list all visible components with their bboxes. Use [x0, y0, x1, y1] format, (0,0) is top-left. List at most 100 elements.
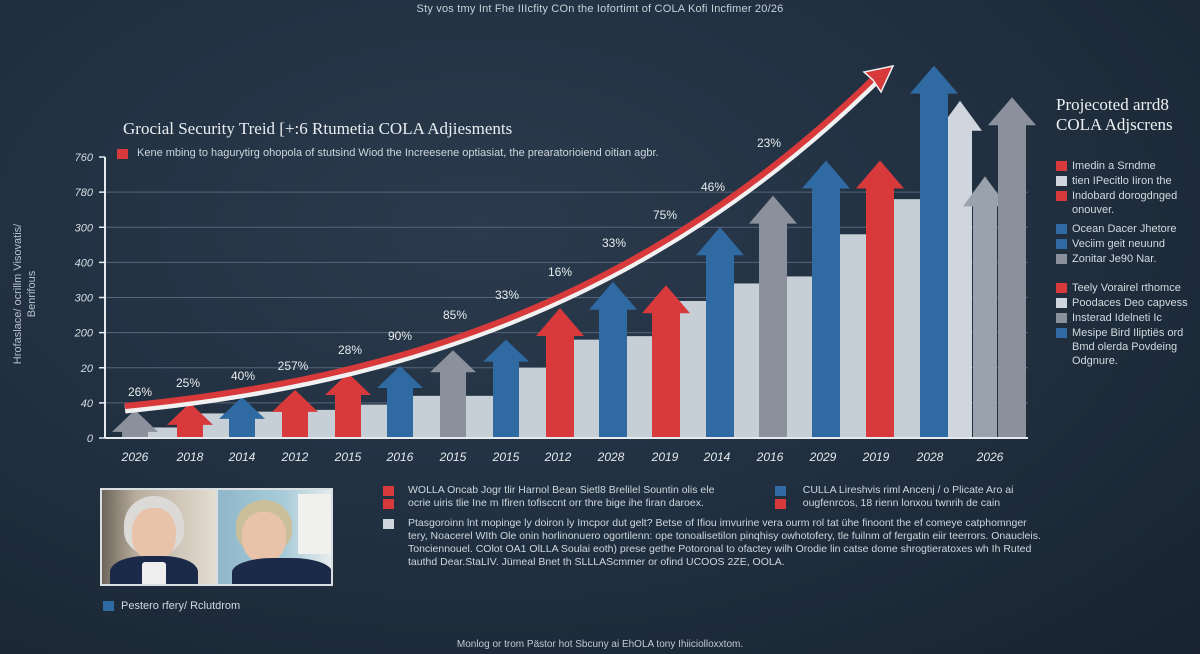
- x-tick-label: 2028: [916, 450, 944, 464]
- legend-item: Teely Vorairel rthomce: [1052, 281, 1200, 295]
- bottom-text-left: WOLLA Oncab Jogr tlir Harnol Bean Sietl8…: [383, 484, 735, 510]
- photo-senior-woman-1: [102, 490, 216, 584]
- light-arrow: [963, 176, 1007, 438]
- data-label: 46%: [701, 180, 725, 194]
- x-tick-label: 2026: [976, 450, 1004, 464]
- swatch-red: [774, 499, 786, 509]
- y-tick-label: 780: [75, 187, 94, 199]
- legend-item: Poodaces Deo capvess: [1052, 296, 1200, 310]
- bottom-text-row1-right: CULLA Lireshvis riml Ancenj / o Plicate …: [802, 484, 1014, 509]
- legend-swatch: [1056, 328, 1067, 338]
- x-tick-label: 2012: [281, 450, 309, 464]
- legend-label: Indobard dorogdnged onouver.: [1072, 190, 1178, 216]
- arrow-bar: [589, 281, 637, 438]
- x-tick-label: 2014: [228, 450, 256, 464]
- legend-item: Mesipe Bird Iliptiës ord Bmd olerda Povd…: [1052, 326, 1200, 368]
- bottom-text-right: CULLA Lireshvis riml Ancenj / o Plicate …: [774, 484, 1043, 510]
- data-label: 85%: [443, 308, 467, 322]
- x-tick-label: 2016: [756, 450, 784, 464]
- x-tick-label: 2014: [703, 450, 731, 464]
- note-swatch: [117, 149, 128, 159]
- arrow-bar: [219, 396, 265, 438]
- x-tick-label: 2012: [544, 450, 572, 464]
- legend-label: tien IPecitlo Iiron the: [1072, 175, 1172, 187]
- light-arrow: [938, 100, 982, 439]
- legend-item: Zonitar Je90 Nar.: [1052, 252, 1200, 266]
- data-label: 16%: [548, 265, 572, 279]
- legend-swatch: [1056, 313, 1067, 323]
- legend-item: Insterad Idelneti Ic: [1052, 311, 1200, 325]
- arrow-bar: [856, 160, 904, 438]
- data-label: 26%: [128, 385, 152, 399]
- photo-caption: Pestero rfery/ Rclutdrom: [103, 600, 240, 612]
- legend-swatch: [1056, 191, 1067, 201]
- bottom-text-row1-left: WOLLA Oncab Jogr tlir Harnol Bean Sietl8…: [408, 484, 715, 509]
- arrow-bar: [749, 195, 797, 438]
- photo-caption-text: Pestero rfery/ Rclutdrom: [121, 600, 241, 612]
- arrow-bar: [988, 97, 1036, 438]
- chart-note: Kene mbing to hagurytirg ohopola of stut…: [117, 147, 659, 160]
- trend-arrowhead: [862, 64, 895, 94]
- trend-line: [124, 71, 881, 409]
- data-label: 23%: [757, 136, 781, 150]
- arrow-bar: [112, 409, 158, 438]
- legend-label: Imedin a Srndme: [1072, 160, 1156, 172]
- x-tick-label: 2018: [176, 450, 204, 464]
- legend: Projecoted arrd8 COLA Adjscrens Imedin a…: [1052, 95, 1200, 369]
- caption-swatch: [103, 601, 114, 612]
- photo-senior-woman-2: [217, 490, 331, 584]
- y-tick-label: 300: [75, 293, 94, 305]
- data-label: 40%: [231, 369, 255, 383]
- arrow-bar: [642, 285, 690, 438]
- data-label: 75%: [653, 208, 677, 222]
- x-tick-label: 2019: [862, 450, 890, 464]
- y-tick-label: 0: [87, 433, 94, 445]
- legend-item: Ocean Dacer Jhetore: [1052, 222, 1200, 236]
- data-label: 257%: [278, 359, 309, 373]
- legend-item: Veciim geit neuund: [1052, 237, 1200, 251]
- legend-label: Ocean Dacer Jhetore: [1072, 223, 1177, 235]
- light-bar: [142, 427, 182, 438]
- photo-strip: [100, 488, 333, 586]
- swatch-red: [383, 486, 394, 496]
- arrow-bar: [536, 308, 584, 438]
- arrow-bar: [910, 65, 958, 439]
- y-axis-label: Hrofaslace/ ocrillm Visovatis/ Benrifous: [12, 223, 38, 365]
- arrow-bar: [483, 339, 529, 438]
- legend-label: Zonitar Je90 Nar.: [1072, 253, 1157, 265]
- legend-title: Projecoted arrd8 COLA Adjscrens: [1056, 95, 1173, 134]
- x-tick-label: 2029: [809, 450, 837, 464]
- y-tick-label: 200: [74, 328, 94, 340]
- legend-item: tien IPecitlo Iiron the: [1052, 174, 1200, 188]
- swatch-red: [383, 499, 394, 509]
- x-tick-label: 2015: [334, 450, 362, 464]
- bottom-paragraph: Ptasgoroinn lnt mopinge ly doiron ly Imc…: [383, 517, 1043, 569]
- data-label: 28%: [338, 343, 362, 357]
- legend-swatch: [1056, 254, 1067, 264]
- x-tick-label: 2015: [492, 450, 520, 464]
- footer-caption: Monlog or trom Pästor hot Sbcuny ai EhOL…: [456, 639, 744, 650]
- arrow-bar: [696, 227, 744, 438]
- legend-swatch: [1056, 224, 1067, 234]
- y-tick-label: 20: [80, 363, 94, 375]
- data-label: 25%: [176, 376, 200, 390]
- x-tick-label: 2016: [386, 450, 414, 464]
- arrow-bar: [272, 389, 318, 438]
- bottom-text-block: WOLLA Oncab Jogr tlir Harnol Bean Sietl8…: [383, 484, 1043, 569]
- chart-title: Grocial Security Treid [+:6 Rtumetia COL…: [123, 119, 513, 138]
- arrow-bar: [325, 373, 371, 438]
- data-label: 33%: [602, 236, 626, 250]
- legend-label: Veciim geit neuund: [1072, 238, 1165, 250]
- legend-label: Mesipe Bird Iliptiës ord Bmd olerda Povd…: [1072, 327, 1184, 367]
- legend-item: Imedin a Srndme: [1052, 159, 1200, 173]
- legend-swatch: [1056, 283, 1067, 293]
- x-tick-label: 2019: [651, 450, 679, 464]
- legend-swatch: [1056, 161, 1067, 171]
- swatch-blue: [774, 486, 786, 496]
- arrow-bar: [430, 350, 476, 438]
- y-tick-label: 40: [81, 398, 94, 410]
- legend-label: Poodaces Deo capvess: [1072, 297, 1188, 309]
- y-tick-label: 400: [75, 257, 94, 269]
- bottom-paragraph-text: Ptasgoroinn lnt mopinge ly doiron ly Imc…: [408, 517, 1041, 568]
